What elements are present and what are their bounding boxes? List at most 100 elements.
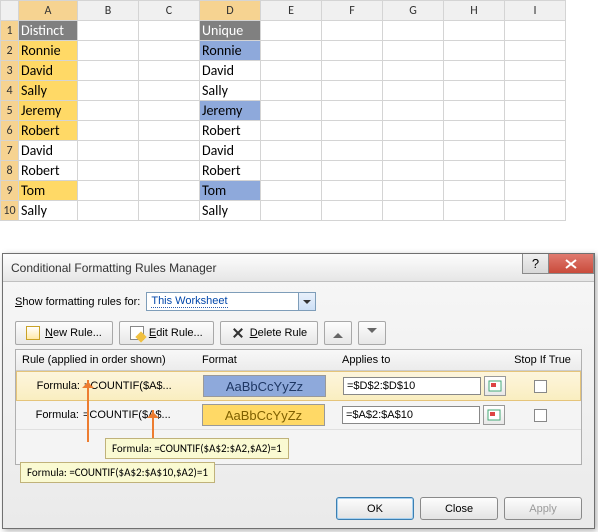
cell-H7[interactable] [444, 141, 505, 161]
cell-H4[interactable] [444, 81, 505, 101]
cell-F3[interactable] [322, 61, 383, 81]
row-header-4[interactable]: 4 [1, 81, 19, 101]
delete-rule-button[interactable]: Delete Rule [220, 321, 319, 345]
col-header-I[interactable]: I [505, 1, 566, 21]
cell-C1[interactable] [139, 21, 200, 41]
new-rule-button[interactable]: New Rule... [15, 321, 113, 345]
cell-I8[interactable] [505, 161, 566, 181]
cell-C8[interactable] [139, 161, 200, 181]
cell-A7[interactable]: David [19, 141, 78, 161]
col-header-E[interactable]: E [261, 1, 322, 21]
cell-H8[interactable] [444, 161, 505, 181]
cell-B2[interactable] [78, 41, 139, 61]
cell-D2[interactable]: Ronnie [200, 41, 261, 61]
cell-E8[interactable] [261, 161, 322, 181]
col-header-H[interactable]: H [444, 1, 505, 21]
cell-E10[interactable] [261, 201, 322, 221]
cell-H6[interactable] [444, 121, 505, 141]
cell-F1[interactable] [322, 21, 383, 41]
cell-C2[interactable] [139, 41, 200, 61]
cell-I5[interactable] [505, 101, 566, 121]
cell-G8[interactable] [383, 161, 444, 181]
col-header-F[interactable]: F [322, 1, 383, 21]
cell-F2[interactable] [322, 41, 383, 61]
col-header-A[interactable]: A [19, 1, 78, 21]
cell-A5[interactable]: Jeremy [19, 101, 78, 121]
col-header-B[interactable]: B [78, 1, 139, 21]
cell-H9[interactable] [444, 181, 505, 201]
cell-C10[interactable] [139, 201, 200, 221]
select-all-corner[interactable] [1, 1, 19, 21]
cell-H2[interactable] [444, 41, 505, 61]
cell-A6[interactable]: Robert [19, 121, 78, 141]
cell-G5[interactable] [383, 101, 444, 121]
cell-D4[interactable]: Sally [200, 81, 261, 101]
row-header-7[interactable]: 7 [1, 141, 19, 161]
cell-B4[interactable] [78, 81, 139, 101]
cell-E7[interactable] [261, 141, 322, 161]
cell-I2[interactable] [505, 41, 566, 61]
cell-I9[interactable] [505, 181, 566, 201]
cell-D6[interactable]: Robert [200, 121, 261, 141]
ok-button[interactable]: OK [336, 497, 414, 520]
cell-G4[interactable] [383, 81, 444, 101]
edit-rule-button[interactable]: Edit Rule... [119, 321, 214, 345]
cell-D10[interactable]: Sally [200, 201, 261, 221]
close-window-button[interactable] [548, 254, 594, 274]
range-picker-button[interactable] [483, 405, 505, 425]
stop-if-true-checkbox[interactable] [534, 409, 547, 422]
cell-A1[interactable]: Distinct [19, 21, 78, 41]
row-header-1[interactable]: 1 [1, 21, 19, 41]
cell-B10[interactable] [78, 201, 139, 221]
cell-I10[interactable] [505, 201, 566, 221]
cell-E6[interactable] [261, 121, 322, 141]
cell-I7[interactable] [505, 141, 566, 161]
apply-button[interactable]: Apply [504, 497, 582, 520]
cells-table[interactable]: ABCDEFGHI 1DistinctUnique2RonnieRonnie3D… [0, 0, 566, 221]
move-up-button[interactable] [324, 321, 352, 345]
cell-F9[interactable] [322, 181, 383, 201]
row-header-10[interactable]: 10 [1, 201, 19, 221]
row-header-8[interactable]: 8 [1, 161, 19, 181]
cell-I1[interactable] [505, 21, 566, 41]
col-header-D[interactable]: D [200, 1, 261, 21]
cell-I3[interactable] [505, 61, 566, 81]
cell-G1[interactable] [383, 21, 444, 41]
cell-A2[interactable]: Ronnie [19, 41, 78, 61]
cell-I6[interactable] [505, 121, 566, 141]
rule-row-1[interactable]: Formula:=COUNTIF($A$...AaBbCcYyZz [16, 401, 581, 430]
dialog-titlebar[interactable]: Conditional Formatting Rules Manager ? [3, 254, 594, 282]
cell-F5[interactable] [322, 101, 383, 121]
cell-B9[interactable] [78, 181, 139, 201]
row-header-2[interactable]: 2 [1, 41, 19, 61]
cell-G3[interactable] [383, 61, 444, 81]
cell-G2[interactable] [383, 41, 444, 61]
cell-A8[interactable]: Robert [19, 161, 78, 181]
col-header-C[interactable]: C [139, 1, 200, 21]
cell-F10[interactable] [322, 201, 383, 221]
applies-to-input[interactable] [342, 406, 480, 424]
row-header-6[interactable]: 6 [1, 121, 19, 141]
row-header-9[interactable]: 9 [1, 181, 19, 201]
cell-E4[interactable] [261, 81, 322, 101]
rule-row-0[interactable]: Formula:=COUNTIF($A$...AaBbCcYyZz [16, 371, 581, 401]
cell-A10[interactable]: Sally [19, 201, 78, 221]
row-header-3[interactable]: 3 [1, 61, 19, 81]
cell-E1[interactable] [261, 21, 322, 41]
cell-A9[interactable]: Tom [19, 181, 78, 201]
cell-D9[interactable]: Tom [200, 181, 261, 201]
cell-B7[interactable] [78, 141, 139, 161]
cell-A4[interactable]: Sally [19, 81, 78, 101]
cell-H10[interactable] [444, 201, 505, 221]
move-down-button[interactable] [358, 321, 386, 345]
cell-C7[interactable] [139, 141, 200, 161]
cell-C3[interactable] [139, 61, 200, 81]
cell-H3[interactable] [444, 61, 505, 81]
cell-D3[interactable]: David [200, 61, 261, 81]
cell-E9[interactable] [261, 181, 322, 201]
col-header-G[interactable]: G [383, 1, 444, 21]
cell-F6[interactable] [322, 121, 383, 141]
stop-if-true-checkbox[interactable] [534, 380, 547, 393]
cell-B8[interactable] [78, 161, 139, 181]
cell-I4[interactable] [505, 81, 566, 101]
